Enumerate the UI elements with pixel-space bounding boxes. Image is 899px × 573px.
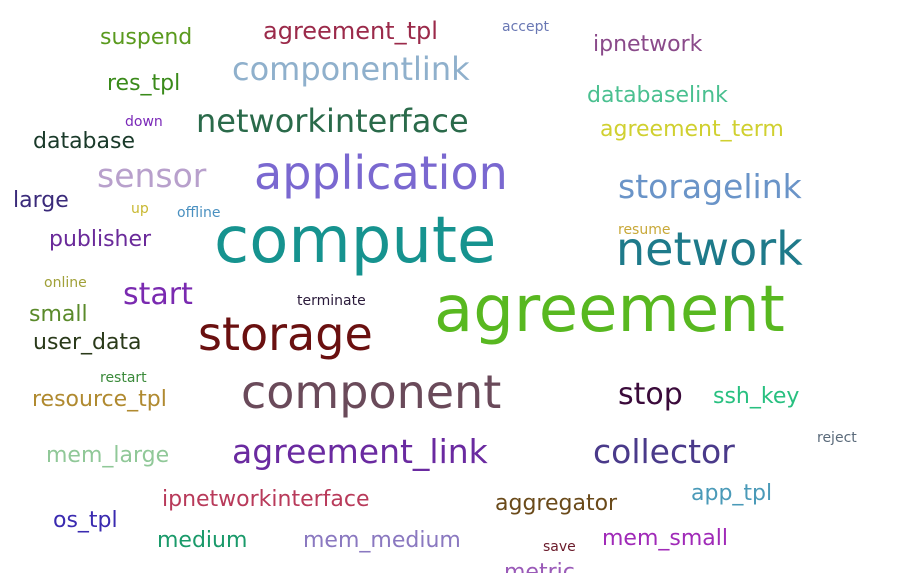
word-compute: compute xyxy=(214,204,497,278)
word-agreement-tpl: agreement_tpl xyxy=(263,17,438,45)
word-ssh-key: ssh_key xyxy=(713,384,800,409)
word-collector: collector xyxy=(593,432,735,471)
word-res-tpl: res_tpl xyxy=(107,71,181,96)
word-terminate: terminate xyxy=(297,293,366,309)
word-reject: reject xyxy=(817,430,857,446)
word-ipnetworkinterface: ipnetworkinterface xyxy=(162,487,370,512)
word-agreement-link: agreement_link xyxy=(232,432,488,471)
word-storage: storage xyxy=(198,307,373,361)
word-aggregator: aggregator xyxy=(495,491,618,516)
word-medium: medium xyxy=(157,528,248,553)
word-ipnetwork: ipnetwork xyxy=(593,32,703,57)
word-metric: metric xyxy=(504,560,575,573)
word-accept: accept xyxy=(502,19,549,35)
word-storagelink: storagelink xyxy=(618,167,802,206)
word-sensor: sensor xyxy=(97,156,207,195)
word-database: database xyxy=(33,129,135,154)
word-app-tpl: app_tpl xyxy=(691,481,773,506)
word-publisher: publisher xyxy=(49,227,152,252)
word-small: small xyxy=(29,302,88,327)
word-start: start xyxy=(123,277,193,312)
word-resource-tpl: resource_tpl xyxy=(32,387,167,412)
word-network: network xyxy=(616,222,803,276)
word-mem-large: mem_large xyxy=(46,443,170,468)
word-componentlink: componentlink xyxy=(232,50,470,88)
word-resume: resume xyxy=(618,222,671,238)
word-networkinterface: networkinterface xyxy=(196,102,469,140)
word-offline: offline xyxy=(177,205,221,221)
word-large: large xyxy=(13,188,69,213)
word-user-data: user_data xyxy=(33,330,142,355)
word-component: component xyxy=(241,365,502,419)
word-application: application xyxy=(254,146,508,200)
word-os-tpl: os_tpl xyxy=(53,508,118,533)
word-online: online xyxy=(44,275,87,291)
word-agreement-term: agreement_term xyxy=(600,117,784,142)
word-up: up xyxy=(131,201,149,217)
word-save: save xyxy=(543,539,576,555)
word-mem-medium: mem_medium xyxy=(303,528,461,553)
word-databaselink: databaselink xyxy=(587,83,728,108)
word-restart: restart xyxy=(100,370,147,386)
word-mem-small: mem_small xyxy=(602,526,728,551)
word-suspend: suspend xyxy=(100,25,193,50)
word-agreement: agreement xyxy=(434,273,785,347)
word-stop: stop xyxy=(618,377,683,412)
word-down: down xyxy=(125,114,163,130)
